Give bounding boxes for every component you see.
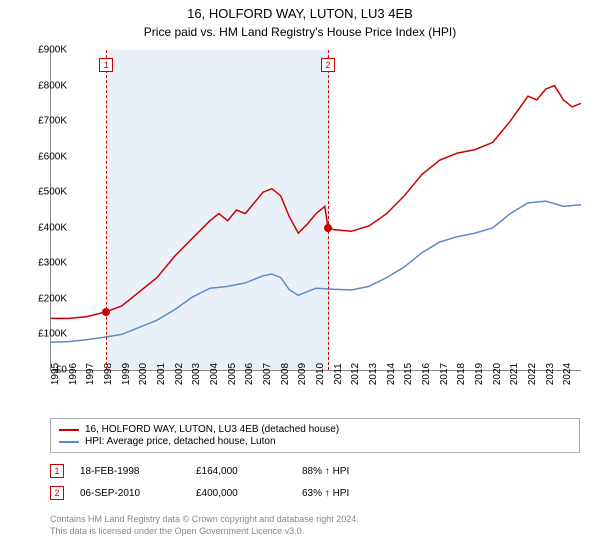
legend: 16, HOLFORD WAY, LUTON, LU3 4EB (detache… xyxy=(50,418,580,453)
x-tick-label: 2004 xyxy=(209,363,220,385)
x-tick-label: 2003 xyxy=(191,363,202,385)
series-price_paid xyxy=(51,86,581,319)
marker-table: 1 18-FEB-1998 £164,000 88% ↑ HPI 2 06-SEP-201… xyxy=(50,460,580,504)
x-tick-label: 2001 xyxy=(156,363,167,385)
marker-date: 06-SEP-2010 xyxy=(80,488,180,499)
y-tick-label: £100K xyxy=(38,329,67,340)
chart-plot-area: 12 xyxy=(50,50,581,371)
marker-pct: 88% ↑ HPI xyxy=(302,466,392,477)
x-tick-label: 2006 xyxy=(244,363,255,385)
y-tick-label: £400K xyxy=(38,222,67,233)
x-tick-label: 2013 xyxy=(368,363,379,385)
x-tick-label: 2010 xyxy=(315,363,326,385)
price-point xyxy=(102,308,110,316)
y-tick-label: £900K xyxy=(38,45,67,56)
marker-price: £400,000 xyxy=(196,488,286,499)
marker-pct: 63% ↑ HPI xyxy=(302,488,392,499)
x-tick-label: 2019 xyxy=(474,363,485,385)
chart-subtitle: Price paid vs. HM Land Registry's House … xyxy=(0,25,600,41)
x-tick-label: 2022 xyxy=(527,363,538,385)
legend-swatch xyxy=(59,441,79,443)
x-tick-label: 2002 xyxy=(174,363,185,385)
x-tick-label: 2020 xyxy=(492,363,503,385)
x-tick-label: 1998 xyxy=(103,363,114,385)
y-tick-label: £300K xyxy=(38,258,67,269)
x-tick-label: 2017 xyxy=(439,363,450,385)
marker-number: 2 xyxy=(50,486,64,500)
x-tick-label: 1995 xyxy=(50,363,61,385)
x-tick-label: 2008 xyxy=(280,363,291,385)
legend-swatch xyxy=(59,429,79,431)
x-tick-label: 2018 xyxy=(456,363,467,385)
x-tick-label: 2016 xyxy=(421,363,432,385)
x-tick-label: 2024 xyxy=(562,363,573,385)
footer-line-2: This data is licensed under the Open Gov… xyxy=(50,526,580,538)
x-tick-label: 2011 xyxy=(333,363,344,385)
x-tick-label: 2021 xyxy=(509,363,520,385)
legend-label: 16, HOLFORD WAY, LUTON, LU3 4EB (detache… xyxy=(85,424,339,435)
legend-row: 16, HOLFORD WAY, LUTON, LU3 4EB (detache… xyxy=(59,424,571,435)
y-tick-label: £500K xyxy=(38,187,67,198)
marker-date: 18-FEB-1998 xyxy=(80,466,180,477)
marker-row: 2 06-SEP-2010 £400,000 63% ↑ HPI xyxy=(50,482,580,504)
chart-marker-1: 1 xyxy=(99,58,113,72)
marker-number: 1 xyxy=(50,464,64,478)
x-tick-label: 2005 xyxy=(227,363,238,385)
x-tick-label: 2014 xyxy=(386,363,397,385)
event-vline xyxy=(328,50,329,370)
footer-line-1: Contains HM Land Registry data © Crown c… xyxy=(50,514,580,526)
chart-title: 16, HOLFORD WAY, LUTON, LU3 4EB xyxy=(0,6,600,23)
marker-price: £164,000 xyxy=(196,466,286,477)
y-tick-label: £600K xyxy=(38,151,67,162)
event-vline xyxy=(106,50,107,370)
x-tick-label: 2009 xyxy=(297,363,308,385)
marker-row: 1 18-FEB-1998 £164,000 88% ↑ HPI xyxy=(50,460,580,482)
chart-marker-2: 2 xyxy=(321,58,335,72)
footer-attribution: Contains HM Land Registry data © Crown c… xyxy=(50,514,580,537)
x-tick-label: 2012 xyxy=(350,363,361,385)
legend-row: HPI: Average price, detached house, Luto… xyxy=(59,436,571,447)
y-tick-label: £700K xyxy=(38,116,67,127)
x-tick-label: 1996 xyxy=(68,363,79,385)
x-tick-label: 2007 xyxy=(262,363,273,385)
x-tick-label: 2023 xyxy=(545,363,556,385)
x-tick-label: 1999 xyxy=(121,363,132,385)
series-hpi xyxy=(51,201,581,342)
line-chart-svg xyxy=(51,50,581,370)
y-tick-label: £200K xyxy=(38,293,67,304)
x-tick-label: 1997 xyxy=(85,363,96,385)
legend-label: HPI: Average price, detached house, Luto… xyxy=(85,436,276,447)
x-tick-label: 2015 xyxy=(403,363,414,385)
y-tick-label: £800K xyxy=(38,80,67,91)
x-tick-label: 2000 xyxy=(138,363,149,385)
price-point xyxy=(324,224,332,232)
